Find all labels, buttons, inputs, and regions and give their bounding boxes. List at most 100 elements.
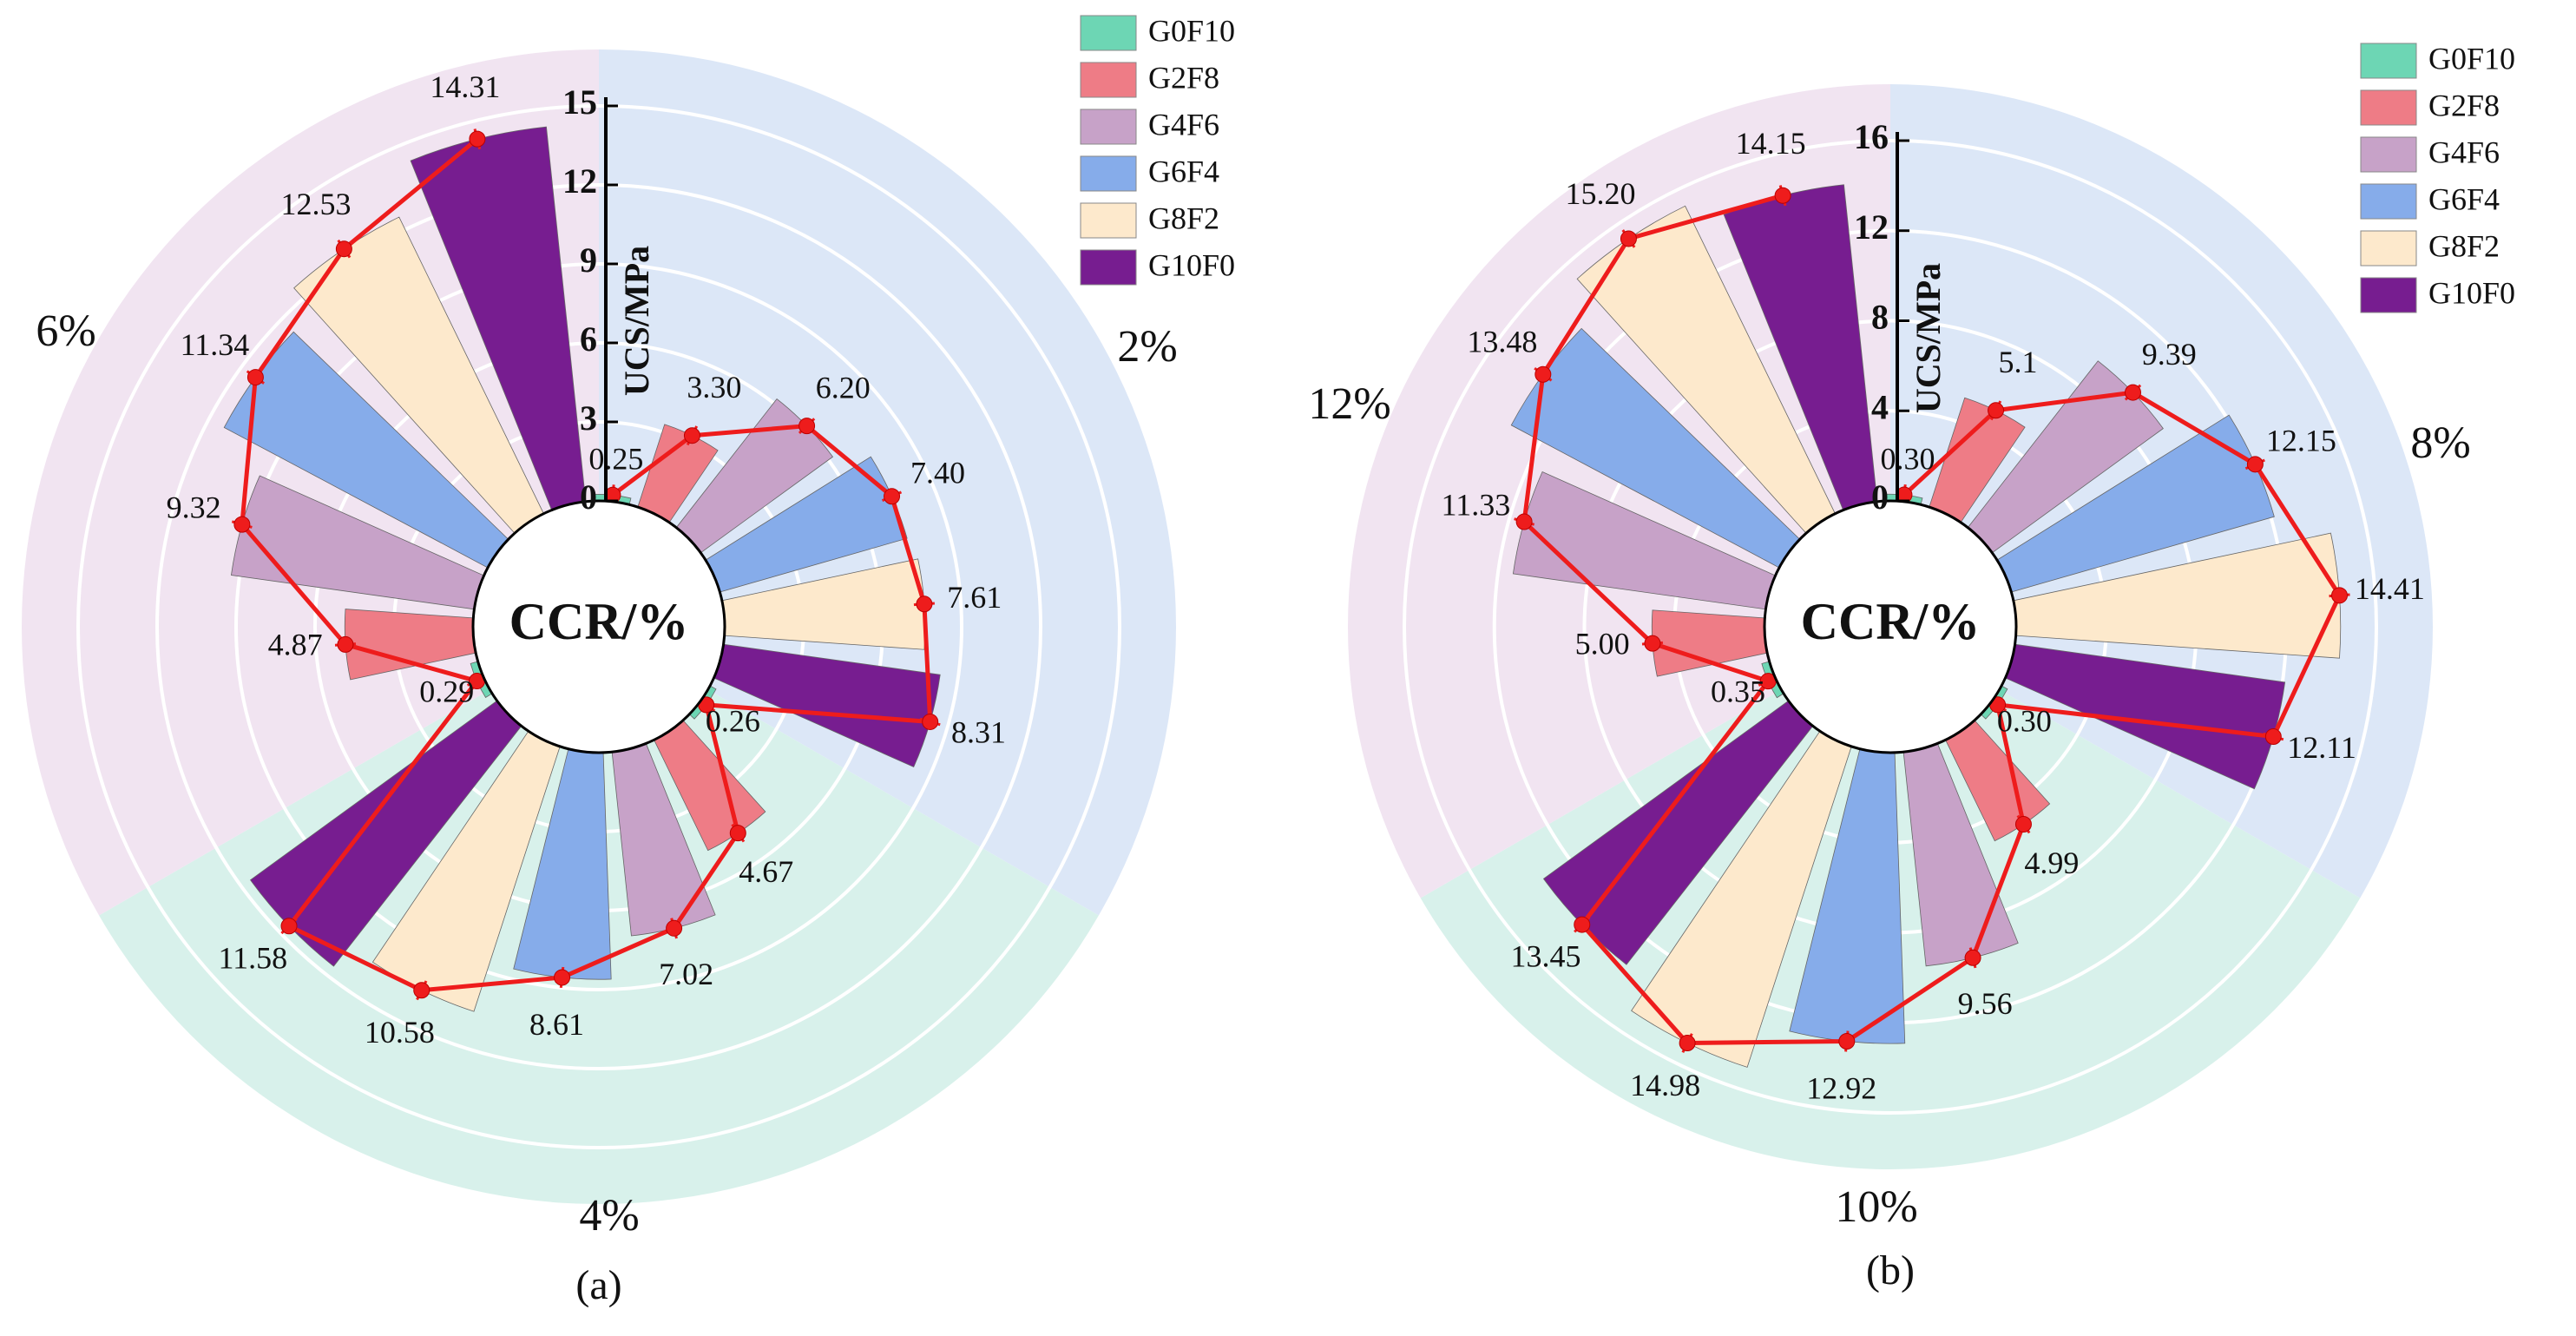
data-point xyxy=(1515,513,1533,530)
data-label: 8.31 xyxy=(951,715,1006,750)
legend-swatch-G8F2 xyxy=(2360,230,2417,267)
group-label-0: 8% xyxy=(2410,418,2470,468)
data-label: 5.00 xyxy=(1575,626,1630,661)
legend-swatch-G10F0 xyxy=(2360,277,2417,313)
data-label: 6.20 xyxy=(816,371,871,405)
data-point xyxy=(554,969,571,986)
data-point xyxy=(469,130,486,148)
center-label: CCR/% xyxy=(509,593,689,650)
data-label: 10.58 xyxy=(365,1015,435,1050)
legend-swatch-G0F10 xyxy=(2360,43,2417,79)
legend-label-G8F2: G8F2 xyxy=(1148,201,1219,235)
group-label-0: 2% xyxy=(1117,322,1177,372)
grid-circle-3 xyxy=(234,262,963,991)
legend-swatch-G0F10 xyxy=(1080,15,1137,51)
data-point xyxy=(1679,1035,1696,1052)
data-point xyxy=(666,919,683,937)
ucs-trend-line xyxy=(1521,193,2342,1046)
data-label: 12.92 xyxy=(1806,1070,1876,1105)
legend-swatch-G4F6 xyxy=(2360,136,2417,173)
data-label: 14.98 xyxy=(1630,1068,1700,1102)
tick-label: 0 xyxy=(1871,477,1889,517)
data-label: 11.34 xyxy=(181,327,250,362)
data-point xyxy=(922,713,939,730)
data-label: 8.61 xyxy=(529,1007,584,1042)
data-label: 0.35 xyxy=(1711,674,1765,708)
tick-label: 8 xyxy=(1871,298,1889,337)
data-point xyxy=(413,982,430,999)
data-label: 9.39 xyxy=(2142,337,2197,372)
tick-label: 0 xyxy=(580,477,597,517)
data-point xyxy=(884,488,901,505)
panel-a: 0.25 3.30 6.20 7.40 7.61 8.31 0.26 4.67 7.02 8.61… xyxy=(22,13,1235,1308)
legend-label-G4F6: G4F6 xyxy=(1148,107,1219,141)
data-label: 7.02 xyxy=(659,957,713,991)
tick-label: 9 xyxy=(580,240,597,280)
center-label: CCR/% xyxy=(1801,593,1981,650)
tick-label: 12 xyxy=(1854,207,1889,247)
legend-label-G4F6: G4F6 xyxy=(2428,135,2500,169)
data-label: 12.11 xyxy=(2287,730,2356,765)
data-label: 0.25 xyxy=(588,442,643,477)
data-label: 0.30 xyxy=(1880,442,1935,477)
group-label-1: 10% xyxy=(1835,1182,1917,1232)
data-point xyxy=(1964,949,1981,966)
data-point xyxy=(2330,587,2348,604)
legend-swatch-G6F4 xyxy=(2360,183,2417,220)
data-label: 7.40 xyxy=(910,455,965,490)
data-label: 13.48 xyxy=(1467,324,1537,359)
legend: G0F10 G2F8 G4F6 G6F4 G8F2 G10F0 xyxy=(2360,41,2515,313)
data-point xyxy=(2246,456,2264,473)
data-point xyxy=(1644,635,1661,652)
data-label: 14.15 xyxy=(1736,126,1806,161)
legend-label-G0F10: G0F10 xyxy=(2428,41,2515,76)
legend: G0F10 G2F8 G4F6 G6F4 G8F2 G10F0 xyxy=(1080,13,1235,286)
data-point xyxy=(2125,384,2142,401)
tick-label: 15 xyxy=(562,82,597,122)
group-label-1: 4% xyxy=(579,1191,639,1241)
data-label: 11.33 xyxy=(1442,487,1511,522)
tick-label: 6 xyxy=(580,319,597,359)
data-label: 12.15 xyxy=(2266,424,2336,458)
data-label: 14.41 xyxy=(2355,571,2425,606)
data-label: 11.58 xyxy=(218,940,287,975)
panel-b: 0.30 5.1 9.39 12.15 14.41 12.11 0.30 4.99 9.56 12… xyxy=(1308,41,2515,1293)
data-label: 15.20 xyxy=(1566,176,1636,211)
data-point xyxy=(337,635,354,653)
legend-label-G8F2: G8F2 xyxy=(2428,228,2500,263)
legend-swatch-G2F8 xyxy=(1080,62,1137,98)
center-hole xyxy=(471,499,726,754)
tick-label: 12 xyxy=(562,161,597,201)
data-label: 9.56 xyxy=(1958,986,2013,1021)
legend-swatch-G4F6 xyxy=(1080,109,1137,145)
tick-label: 4 xyxy=(1871,387,1889,426)
data-point xyxy=(1838,1032,1856,1050)
data-label: 3.30 xyxy=(687,370,741,405)
tick-label: 16 xyxy=(1854,117,1889,156)
data-point xyxy=(916,596,933,613)
grid-circle-4 xyxy=(1403,139,2378,1115)
data-label: 12.53 xyxy=(280,187,351,221)
legend-swatch-G2F8 xyxy=(2360,89,2417,126)
legend-swatch-G10F0 xyxy=(1080,249,1137,286)
group-background-0 xyxy=(599,49,1176,916)
data-label: 0.30 xyxy=(1997,703,2052,738)
data-label: 7.61 xyxy=(947,580,1002,615)
data-label: 0.26 xyxy=(706,703,760,738)
data-label: 13.45 xyxy=(1511,939,1581,974)
data-point xyxy=(683,427,700,444)
legend-label-G6F4: G6F4 xyxy=(2428,181,2500,216)
data-point xyxy=(1774,187,1791,204)
data-label: 4.87 xyxy=(268,628,323,662)
legend-swatch-G6F4 xyxy=(1080,155,1137,192)
data-label: 14.31 xyxy=(430,69,500,104)
data-label: 5.1 xyxy=(1998,345,2037,379)
data-label: 4.67 xyxy=(739,854,793,889)
axis-title: UCS/MPa xyxy=(617,246,656,396)
data-point xyxy=(233,516,251,533)
data-point xyxy=(335,240,352,258)
data-point xyxy=(798,418,816,435)
data-point xyxy=(1988,402,2005,419)
center-hole xyxy=(1763,499,2018,754)
